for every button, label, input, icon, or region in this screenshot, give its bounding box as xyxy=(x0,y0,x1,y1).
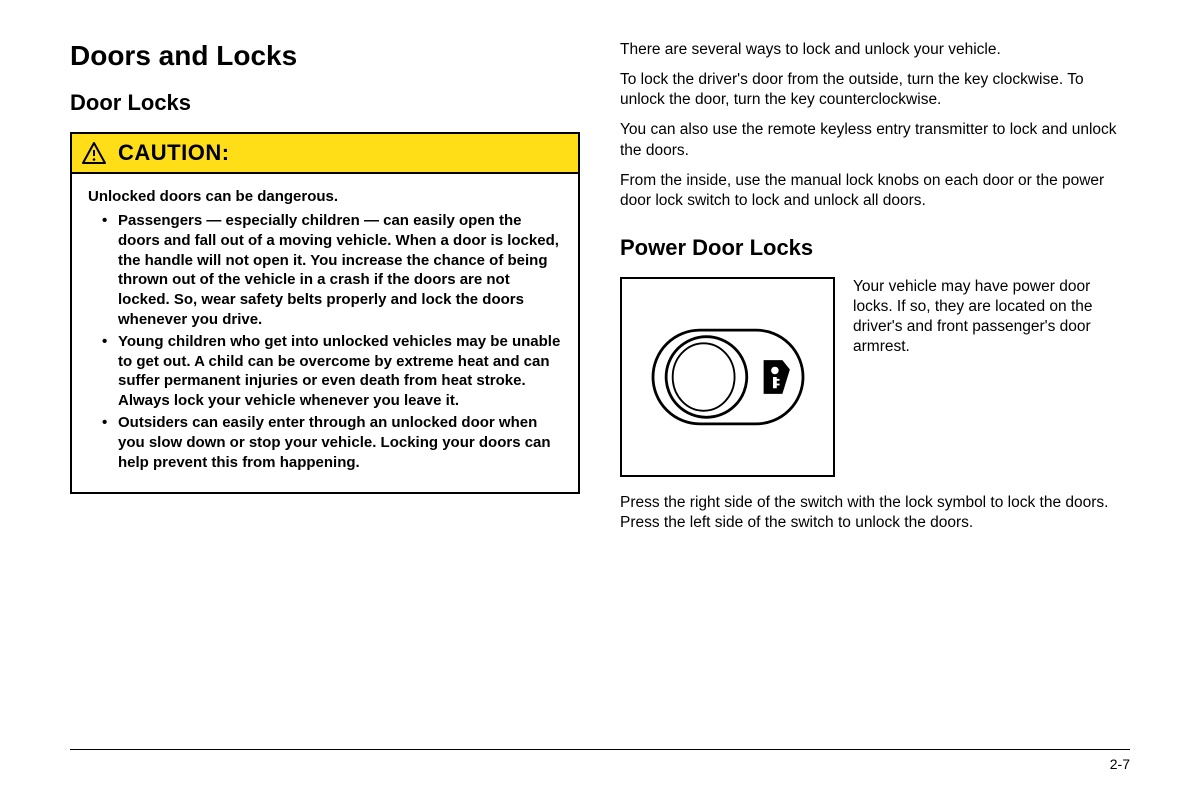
figure-side-text: Your vehicle may have power door locks. … xyxy=(853,277,1130,477)
caution-bullet: Young children who get into unlocked veh… xyxy=(118,332,562,411)
power-door-locks-section: Power Door Locks xyxy=(620,235,1130,543)
caution-bullet: Passengers — especially children — can e… xyxy=(118,211,562,330)
caution-lead: Unlocked doors can be dangerous. xyxy=(88,188,562,205)
caution-bullet-list: Passengers — especially children — can e… xyxy=(88,211,562,472)
right-column: There are several ways to lock and unloc… xyxy=(620,40,1130,730)
caution-title: CAUTION: xyxy=(118,140,230,166)
body-paragraph: From the inside, use the manual lock kno… xyxy=(620,171,1130,211)
caution-bullet: Outsiders can easily enter through an un… xyxy=(118,413,562,472)
page-footer: 2-7 xyxy=(70,749,1130,772)
subsection-heading: Power Door Locks xyxy=(620,235,1130,261)
left-column: Doors and Locks Door Locks CAUTION: Unlo… xyxy=(70,40,580,730)
section-heading: Doors and Locks xyxy=(70,40,580,72)
caution-body: Unlocked doors can be dangerous. Passeng… xyxy=(72,174,578,492)
lock-switch-icon xyxy=(633,302,823,452)
body-paragraph: Press the right side of the switch with … xyxy=(620,493,1130,533)
body-paragraph: To lock the driver's door from the outsi… xyxy=(620,70,1130,110)
power-lock-switch-figure xyxy=(620,277,835,477)
warning-triangle-icon xyxy=(82,142,106,164)
body-paragraph: There are several ways to lock and unloc… xyxy=(620,40,1130,60)
figure-text-row: Your vehicle may have power door locks. … xyxy=(620,277,1130,477)
page-content: Doors and Locks Door Locks CAUTION: Unlo… xyxy=(70,40,1130,730)
subsection-heading: Door Locks xyxy=(70,90,580,116)
caution-header: CAUTION: xyxy=(72,134,578,174)
body-paragraph: You can also use the remote keyless entr… xyxy=(620,120,1130,160)
caution-box: CAUTION: Unlocked doors can be dangerous… xyxy=(70,132,580,494)
page-number: 2-7 xyxy=(1110,756,1130,772)
